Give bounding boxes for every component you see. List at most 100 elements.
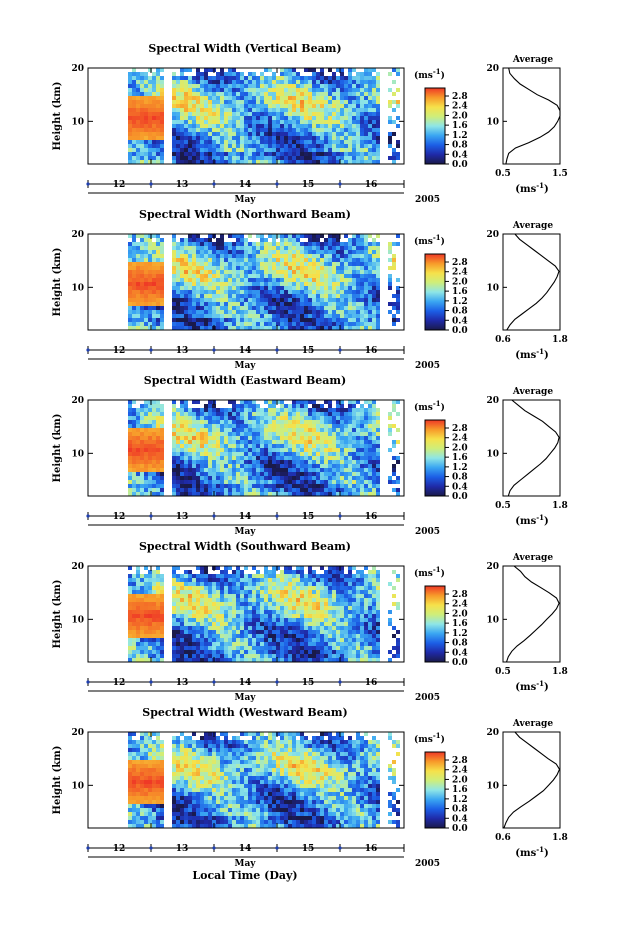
heatmap-cell — [356, 468, 360, 472]
heatmap-cell — [136, 96, 140, 100]
heatmap-cell — [132, 156, 136, 160]
heatmap-cell — [184, 84, 188, 88]
heatmap-cell — [264, 136, 268, 140]
heatmap-cell — [244, 424, 248, 428]
heatmap-cell — [300, 108, 304, 112]
heatmap-cell — [364, 96, 368, 100]
heatmap-cell — [208, 492, 212, 496]
heatmap-cell — [328, 116, 332, 120]
heatmap-cell — [224, 298, 228, 302]
heatmap-cell — [276, 444, 280, 448]
heatmap-cell — [284, 436, 288, 440]
heatmap-cell — [304, 452, 308, 456]
heatmap-cell — [148, 492, 152, 496]
heatmap-cell — [208, 286, 212, 290]
heatmap-cell — [176, 278, 180, 282]
heatmap-cell — [180, 606, 184, 610]
heatmap-cell — [320, 88, 324, 92]
heatmap-cell — [292, 400, 296, 404]
heatmap-cell — [204, 294, 208, 298]
heatmap-cell — [252, 92, 256, 96]
heatmap-cell — [220, 302, 224, 306]
heatmap-cell — [268, 412, 272, 416]
heatmap-cell — [324, 464, 328, 468]
heatmap-cell — [376, 112, 380, 116]
heatmap-cell — [268, 88, 272, 92]
time-axis-label: 13 — [176, 180, 189, 190]
heatmap-cell — [332, 132, 336, 136]
heatmap-cell — [152, 84, 156, 88]
heatmap-cell — [128, 594, 132, 598]
heatmap-cell — [260, 298, 264, 302]
heatmap-cell — [176, 658, 180, 662]
heatmap-cell — [160, 602, 164, 606]
heatmap-cell — [160, 614, 164, 618]
heatmap-cell — [136, 448, 140, 452]
heatmap-cell — [344, 488, 348, 492]
heatmap-cell — [176, 574, 180, 578]
heatmap-cell — [192, 314, 196, 318]
heatmap-cell — [176, 112, 180, 116]
heatmap-cell — [328, 68, 332, 72]
heatmap-cell — [272, 424, 276, 428]
heatmap-cell — [148, 116, 152, 120]
heatmap-cell — [240, 144, 244, 148]
heatmap-cell — [176, 322, 180, 326]
heatmap-cell — [272, 80, 276, 84]
heatmap-cell — [332, 242, 336, 246]
heatmap-cell — [336, 100, 340, 104]
heatmap-cell — [224, 408, 228, 412]
heatmap-cell — [136, 630, 140, 634]
heatmap-cell — [232, 254, 236, 258]
heatmap-cell — [356, 100, 360, 104]
heatmap-cell — [148, 452, 152, 456]
heatmap-cell — [220, 238, 224, 242]
heatmap-cell — [260, 258, 264, 262]
heatmap-cell — [312, 460, 316, 464]
heatmap-cell — [368, 278, 372, 282]
heatmap-cell — [132, 574, 136, 578]
heatmap-cell — [272, 298, 276, 302]
heatmap-cell — [296, 266, 300, 270]
heatmap-cell — [152, 634, 156, 638]
heatmap-cell — [128, 602, 132, 606]
heatmap-cell — [336, 262, 340, 266]
heatmap-cell — [216, 242, 220, 246]
heatmap-cell — [132, 622, 136, 626]
heatmap-cell — [160, 658, 164, 662]
heatmap-cell — [196, 132, 200, 136]
heatmap-cell — [252, 298, 256, 302]
heatmap-cell — [200, 452, 204, 456]
heatmap-cell — [316, 136, 320, 140]
heatmap-cell — [128, 472, 132, 476]
heatmap-cell — [300, 136, 304, 140]
heatmap-cell — [236, 408, 240, 412]
heatmap-cell — [240, 270, 244, 274]
heatmap-cell — [176, 152, 180, 156]
heatmap-cell — [336, 286, 340, 290]
heatmap-cell — [132, 428, 136, 432]
heatmap-cell — [148, 658, 152, 662]
heatmap-cell — [348, 104, 352, 108]
colorbar-unit-close: ) — [441, 402, 445, 413]
heatmap-cell — [312, 412, 316, 416]
heatmap-cell — [244, 274, 248, 278]
heatmap-cell — [248, 282, 252, 286]
heatmap-cell — [148, 420, 152, 424]
plot-frame — [87, 399, 405, 497]
heatmap-cell — [140, 436, 144, 440]
heatmap-cell — [356, 476, 360, 480]
heatmap-cell — [308, 148, 312, 152]
heatmap-cell — [268, 246, 272, 250]
heatmap-cell — [216, 298, 220, 302]
heatmap-cell — [284, 448, 288, 452]
heatmap-cell — [324, 302, 328, 306]
heatmap-cell — [284, 254, 288, 258]
heatmap-cell — [252, 152, 256, 156]
heatmap-cell — [348, 314, 352, 318]
heatmap-cell — [328, 456, 332, 460]
heatmap-cell — [148, 290, 152, 294]
heatmap-cell — [264, 250, 268, 254]
heatmap-cell — [344, 412, 348, 416]
heatmap-cell — [176, 578, 180, 582]
